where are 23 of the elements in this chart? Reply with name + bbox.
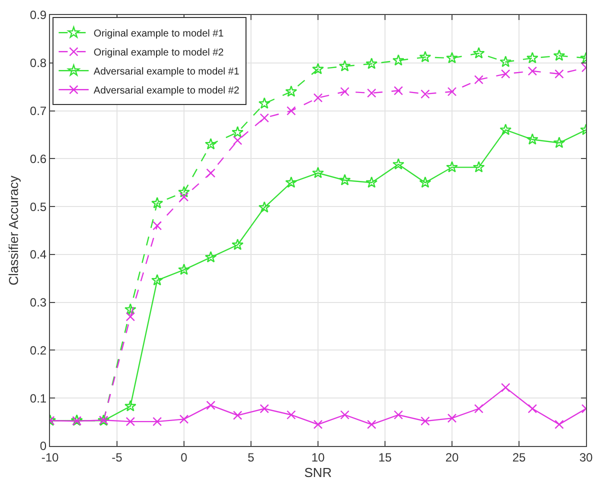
y-axis-title: Classifier Accuracy bbox=[6, 175, 21, 286]
legend-label: Adversarial example to model #2 bbox=[94, 86, 240, 97]
y-tick-label: 0.4 bbox=[30, 248, 47, 262]
y-tick-label: 0.5 bbox=[30, 200, 47, 214]
x-tick-label: -5 bbox=[112, 450, 123, 464]
x-tick-label: 25 bbox=[512, 450, 526, 464]
x-tick-label: 10 bbox=[311, 450, 325, 464]
y-tick-label: 0.8 bbox=[30, 56, 47, 70]
y-tick-label: 0.3 bbox=[30, 296, 47, 310]
y-tick-label: 0.7 bbox=[30, 104, 47, 118]
y-tick-label: 0.2 bbox=[30, 343, 47, 358]
y-tick-label: 0.9 bbox=[30, 8, 47, 22]
x-tick-label: 20 bbox=[445, 450, 459, 464]
x-tick-label: 5 bbox=[248, 450, 255, 464]
x-axis-title: SNR bbox=[304, 465, 332, 480]
y-tick-label: 0.1 bbox=[30, 391, 47, 406]
x-tick-label: 0 bbox=[180, 450, 188, 464]
legend-label: Adversarial example to model #1 bbox=[94, 66, 240, 78]
y-tick-label: 0.6 bbox=[30, 152, 47, 166]
legend-label: Original example to model #1 bbox=[94, 28, 224, 40]
x-tick-label: 15 bbox=[378, 450, 392, 464]
x-tick-label: 30 bbox=[579, 450, 593, 464]
legend-label: Original example to model #2 bbox=[94, 48, 224, 59]
